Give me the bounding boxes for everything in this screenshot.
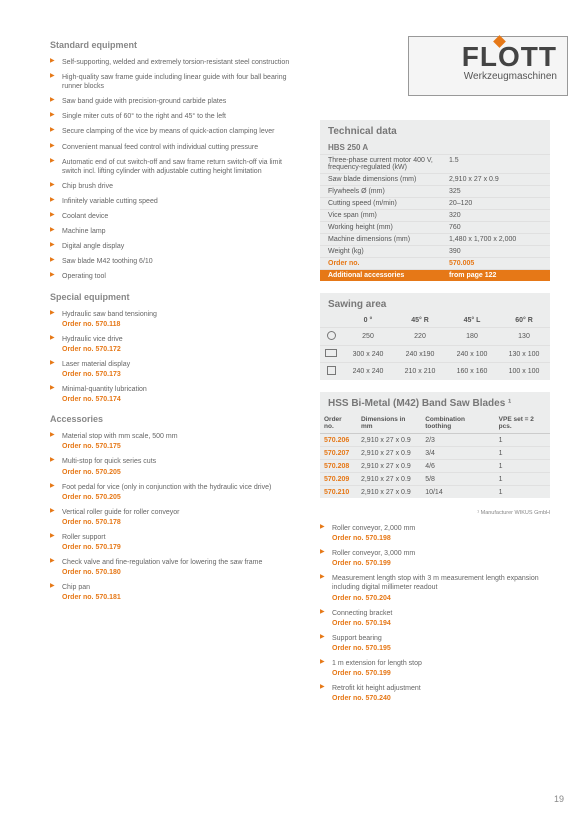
table-row: Working height (mm)760 — [320, 221, 550, 233]
list-item: Foot pedal for vice (only in conjunction… — [50, 483, 300, 502]
blades-box: HSS Bi-Metal (M42) Band Saw Blades ¹ Ord… — [320, 392, 550, 498]
list-item: 1 m extension for length stopOrder no. 5… — [320, 659, 550, 678]
order-number: Order no. 570.172 — [62, 345, 300, 354]
table-row: Cutting speed (m/min)20–120 — [320, 197, 550, 209]
list-item: Coolant device — [50, 212, 300, 221]
tech-acc-row: Additional accessories from page 122 — [320, 269, 550, 281]
order-number: Order no. 570.173 — [62, 370, 300, 379]
tech-order-row: Order no. 570.005 — [320, 257, 550, 269]
list-item: Support bearingOrder no. 570.195 — [320, 634, 550, 653]
list-item: Self-supporting, welded and extremely to… — [50, 58, 300, 67]
order-number: Order no. 570.198 — [332, 534, 550, 543]
list-item: Minimal-quantity lubricationOrder no. 57… — [50, 385, 300, 404]
technical-data-box: Technical data HBS 250 A Three-phase cur… — [320, 120, 550, 281]
table-row: Saw blade dimensions (mm)2,910 x 27 x 0.… — [320, 173, 550, 185]
order-number: Order no. 570.204 — [332, 594, 550, 603]
list-item: Hydraulic vice driveOrder no. 570.172 — [50, 335, 300, 354]
list-item: Infinitely variable cutting speed — [50, 197, 300, 206]
table-row: Vice span (mm)320 — [320, 209, 550, 221]
left-column: Standard equipment Self-supporting, weld… — [50, 40, 300, 709]
list-item: Material stop with mm scale, 500 mmOrder… — [50, 432, 300, 451]
table-row: 240 x 240210 x 210160 x 160100 x 100 — [320, 363, 550, 381]
order-number: Order no. 570.180 — [62, 568, 300, 577]
list-item: Saw band guide with precision-ground car… — [50, 97, 300, 106]
list-item: High-quality saw frame guide including l… — [50, 73, 300, 91]
list-item: Convenient manual feed control with indi… — [50, 143, 300, 152]
list-item: Vertical roller guide for roller conveyo… — [50, 508, 300, 527]
right-lower-list: Roller conveyor, 2,000 mmOrder no. 570.1… — [320, 524, 550, 703]
list-item: Digital angle display — [50, 242, 300, 251]
order-number: Order no. 570.195 — [332, 644, 550, 653]
sawing-area-box: Sawing area 0 °45° R45° L60° R 250220180… — [320, 293, 550, 380]
list-item: Roller supportOrder no. 570.179 — [50, 533, 300, 552]
table-row: 570.2082,910 x 27 x 0.94/61 — [320, 460, 550, 473]
tech-model: HBS 250 A — [320, 141, 550, 154]
special-list: Hydraulic saw band tensioningOrder no. 5… — [50, 310, 300, 405]
tech-title: Technical data — [320, 120, 550, 141]
list-item: Single miter cuts of 60° to the right an… — [50, 112, 300, 121]
order-number: Order no. 570.181 — [62, 593, 300, 602]
table-row: 570.2102,910 x 27 x 0.910/141 — [320, 486, 550, 499]
list-item: Automatic end of cut switch-off and saw … — [50, 158, 300, 176]
list-item: Measurement length stop with 3 m measure… — [320, 574, 550, 602]
order-number: Order no. 570.199 — [332, 669, 550, 678]
list-item: Retrofit kit height adjustmentOrder no. … — [320, 684, 550, 703]
right-column: Technical data HBS 250 A Three-phase cur… — [320, 40, 550, 709]
special-title: Special equipment — [50, 292, 300, 302]
logo: FLOTT Werkzeugmaschinen — [408, 36, 568, 96]
order-number: Order no. 570.179 — [62, 543, 300, 552]
list-item: Chip panOrder no. 570.181 — [50, 583, 300, 602]
order-number: Order no. 570.205 — [62, 468, 300, 477]
standard-list: Self-supporting, welded and extremely to… — [50, 58, 300, 282]
order-number: Order no. 570.205 — [62, 493, 300, 502]
list-item: Roller conveyor, 2,000 mmOrder no. 570.1… — [320, 524, 550, 543]
circle-icon — [327, 331, 336, 340]
table-row: 250220180130 — [320, 328, 550, 346]
list-item: Check valve and fine-regulation valve fo… — [50, 558, 300, 577]
order-number: Order no. 570.178 — [62, 518, 300, 527]
table-row: Machine dimensions (mm)1,480 x 1,700 x 2… — [320, 233, 550, 245]
order-number: Order no. 570.174 — [62, 395, 300, 404]
square-icon — [327, 366, 336, 375]
logo-text: FLOTT — [419, 43, 557, 71]
sawing-title: Sawing area — [320, 293, 550, 314]
list-item: Chip brush drive — [50, 182, 300, 191]
sawing-table: 0 °45° R45° L60° R 250220180130300 x 240… — [320, 314, 550, 380]
list-item: Machine lamp — [50, 227, 300, 236]
table-row: Three-phase current motor 400 V, frequen… — [320, 154, 550, 173]
logo-subtitle: Werkzeugmaschinen — [419, 71, 557, 82]
table-row: 570.2062,910 x 27 x 0.92/31 — [320, 434, 550, 447]
table-row: Flywheels Ø (mm)325 — [320, 185, 550, 197]
list-item: Roller conveyor, 3,000 mmOrder no. 570.1… — [320, 549, 550, 568]
table-row: 570.2072,910 x 27 x 0.93/41 — [320, 447, 550, 460]
list-item: Multi-stop for quick series cutsOrder no… — [50, 457, 300, 476]
accessories-list: Material stop with mm scale, 500 mmOrder… — [50, 432, 300, 602]
blades-title: HSS Bi-Metal (M42) Band Saw Blades ¹ — [320, 392, 550, 413]
blades-footnote: ¹ Manufacturer WIKUS GmbH — [320, 510, 550, 516]
order-number: Order no. 570.240 — [332, 694, 550, 703]
blades-table: Order no.Dimensions in mmCombination too… — [320, 413, 550, 498]
order-number: Order no. 570.194 — [332, 619, 550, 628]
rectangle-icon — [325, 349, 337, 357]
list-item: Operating tool — [50, 272, 300, 281]
table-row: 300 x 240240 x190240 x 100130 x 100 — [320, 346, 550, 363]
table-row: 570.2092,910 x 27 x 0.95/81 — [320, 473, 550, 486]
list-item: Laser material displayOrder no. 570.173 — [50, 360, 300, 379]
list-item: Hydraulic saw band tensioningOrder no. 5… — [50, 310, 300, 329]
list-item: Saw blade M42 toothing 6/10 — [50, 257, 300, 266]
list-item: Connecting bracketOrder no. 570.194 — [320, 609, 550, 628]
order-number: Order no. 570.199 — [332, 559, 550, 568]
list-item: Secure clamping of the vice by means of … — [50, 127, 300, 136]
standard-title: Standard equipment — [50, 40, 300, 50]
page-number: 19 — [554, 794, 564, 804]
table-row: Weight (kg)390 — [320, 245, 550, 257]
accessories-title: Accessories — [50, 414, 300, 424]
order-number: Order no. 570.118 — [62, 320, 300, 329]
order-number: Order no. 570.175 — [62, 442, 300, 451]
